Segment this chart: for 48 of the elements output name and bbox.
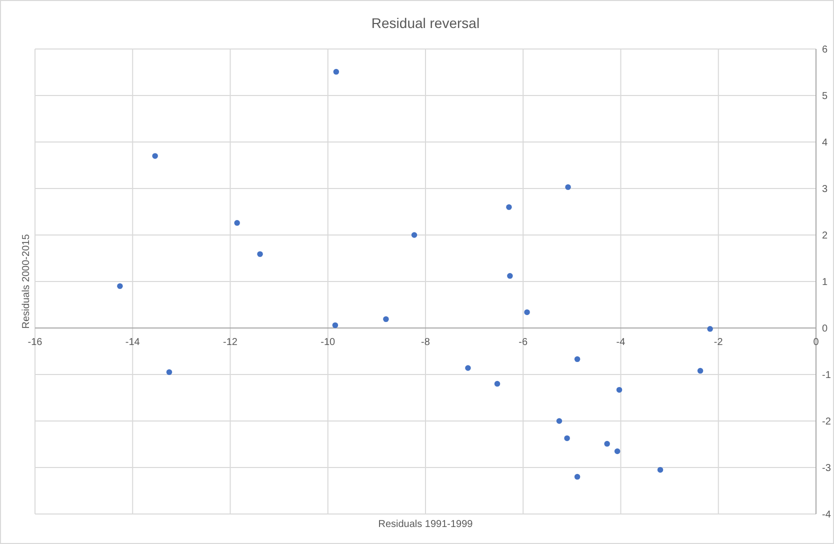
y-tick-label: -3: [822, 463, 832, 474]
x-tick-label: -2: [714, 337, 724, 348]
point: [257, 251, 263, 257]
y-axis-title: Residuals 2000-2015: [21, 234, 32, 329]
point: [117, 283, 123, 290]
point: [507, 273, 513, 279]
point: [465, 365, 471, 371]
point: [383, 316, 389, 322]
y-tick-label: 4: [822, 138, 828, 148]
point: [152, 153, 158, 159]
point: [574, 356, 580, 362]
point: [614, 448, 620, 454]
x-tick-label: 0: [813, 337, 820, 348]
point: [234, 220, 240, 226]
point: [166, 369, 172, 376]
y-tick-label: 5: [822, 91, 828, 102]
y-tick-label: -4: [822, 510, 832, 520]
point: [657, 466, 664, 473]
y-tick-label: -2: [822, 416, 832, 428]
point: [616, 386, 622, 393]
point: [411, 232, 418, 238]
x-axis-title: Residuals 1991-1999: [378, 519, 474, 530]
y-tick-label: 6: [822, 44, 828, 56]
y-tick-label: 0: [822, 324, 828, 334]
x-tick-label: -12: [223, 337, 238, 348]
y-tick-label: 3: [822, 184, 828, 195]
point: [565, 184, 571, 190]
x-tick-label: -14: [125, 337, 140, 348]
point: [707, 326, 713, 332]
point: [332, 322, 338, 328]
point: [494, 380, 500, 387]
point: [556, 418, 562, 424]
point: [506, 204, 512, 210]
x-tick-label: -6: [518, 337, 528, 348]
point: [604, 440, 610, 447]
y-tick-label: 1: [822, 277, 828, 288]
chart-title: Residual reversal: [371, 15, 480, 31]
point: [524, 309, 530, 316]
y-tick-label: -1: [822, 370, 832, 381]
point: [697, 368, 704, 374]
x-tick-label: -10: [320, 337, 336, 348]
y-tick-label: 2: [822, 230, 828, 242]
point: [564, 435, 570, 442]
x-tick-label: -4: [616, 337, 626, 348]
x-tick-label: -16: [28, 337, 43, 348]
point: [333, 68, 340, 75]
point: [574, 474, 580, 480]
x-tick-label: -8: [421, 337, 430, 348]
